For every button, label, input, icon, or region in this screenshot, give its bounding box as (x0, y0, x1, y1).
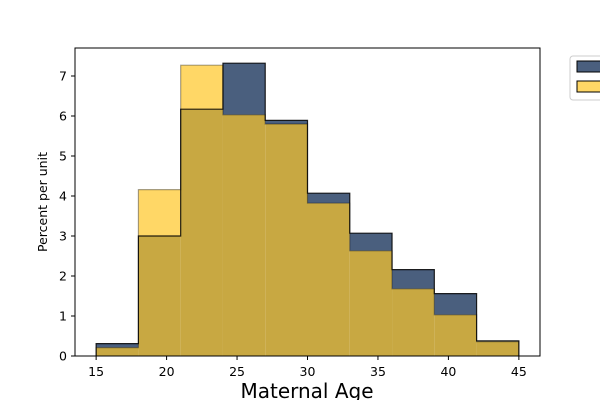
bar-top-segment (434, 293, 477, 315)
x-axis-label: Maternal Age (240, 379, 373, 400)
y-tick-label: 2 (59, 269, 67, 284)
legend (569, 55, 600, 101)
bar-top-segment (392, 269, 435, 289)
bar-top-segment (180, 65, 223, 110)
bar-top-segment (265, 120, 308, 124)
bar-top-segment (222, 63, 266, 115)
bar-top-segment (349, 233, 393, 251)
bar-overlap-segment (434, 314, 477, 356)
bar-overlap-segment (96, 347, 139, 356)
y-tick-label: 6 (59, 109, 67, 124)
x-tick-label: 40 (440, 364, 456, 379)
y-tick-label: 5 (59, 149, 67, 164)
y-tick-label: 7 (59, 69, 67, 84)
legend-swatch-series-2 (576, 80, 600, 93)
bar-overlap-segment (349, 250, 393, 356)
bar-top-segment (307, 193, 350, 204)
bar-overlap-segment (307, 203, 350, 356)
y-axis-label: Percent per unit (35, 152, 50, 252)
x-tick-label: 30 (300, 364, 316, 379)
x-tick-layer: 15 20 25 30 35 40 45 (88, 356, 527, 379)
y-tick-label: 0 (59, 349, 67, 364)
outline-layer (95, 62, 520, 356)
bars-layer (96, 63, 519, 356)
x-tick-label: 15 (88, 364, 104, 379)
bar-overlap-segment (138, 236, 181, 356)
y-tick-label: 1 (59, 309, 67, 324)
bar-overlap-segment (392, 288, 435, 356)
bar-overlap-segment (265, 124, 308, 356)
series-2-outline (95, 64, 520, 356)
bar-overlap-segment (476, 341, 519, 356)
y-tick-layer: 0 1 2 3 4 5 6 7 (59, 69, 75, 364)
y-tick-label: 3 (59, 229, 67, 244)
bar-overlap-segment (222, 114, 266, 356)
x-tick-label: 20 (159, 364, 175, 379)
bar-overlap-segment (180, 109, 223, 356)
x-tick-label: 25 (229, 364, 245, 379)
x-tick-label: 45 (511, 364, 527, 379)
bar-top-segment (138, 189, 181, 236)
legend-swatch-series-1 (576, 60, 600, 73)
x-tick-label: 35 (370, 364, 386, 379)
series-1-outline (95, 62, 520, 356)
y-tick-label: 4 (59, 189, 67, 204)
bar-top-segment (96, 343, 139, 348)
